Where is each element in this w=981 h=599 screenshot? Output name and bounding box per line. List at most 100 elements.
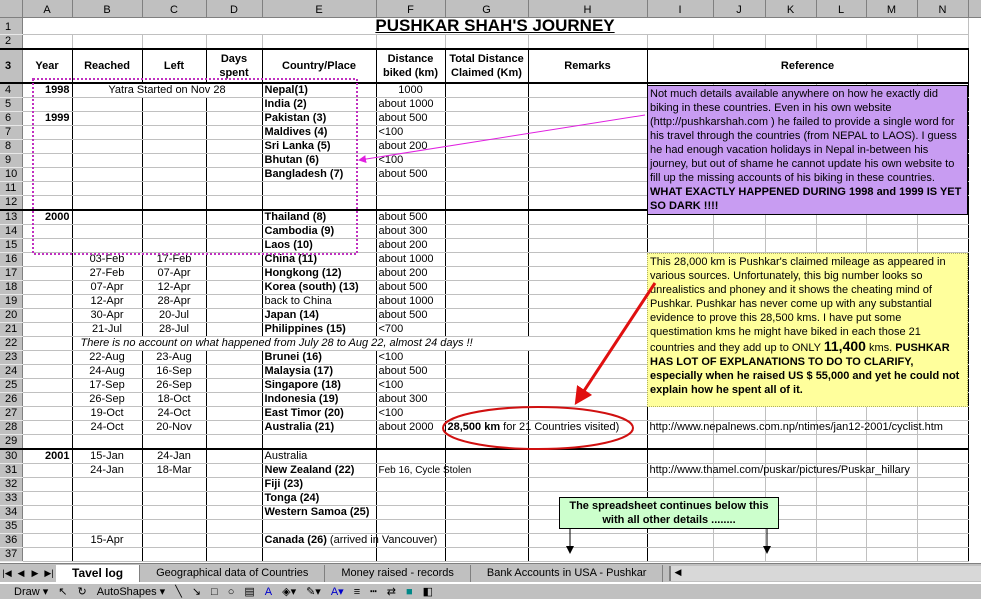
country-cell[interactable]: Australia (21) [262,420,377,435]
total-claimed-cell[interactable] [445,505,529,520]
dash-style-icon[interactable]: ┅ [370,586,377,598]
year-cell[interactable] [22,547,73,562]
row-header-5[interactable]: 5 [0,97,23,112]
cell[interactable] [713,238,766,253]
reference-cell[interactable] [647,533,714,548]
country-cell[interactable]: New Zealand (22) [262,463,377,478]
cell[interactable] [647,34,714,50]
year-cell[interactable] [22,533,73,548]
year-cell[interactable] [22,252,73,267]
reference-cell[interactable] [647,449,714,464]
total-claimed-cell[interactable] [445,252,529,267]
3d-icon[interactable]: ◧ [422,586,434,598]
remarks-cell[interactable] [528,125,648,140]
cell[interactable] [917,491,969,506]
row-header-4[interactable]: 4 [0,83,23,98]
reached-cell[interactable] [72,153,143,168]
left-cell[interactable]: 28-Jul [142,322,207,337]
country-cell[interactable]: Thailand (8) [262,210,377,225]
year-cell[interactable] [22,463,73,478]
days-cell[interactable] [206,392,263,407]
total-claimed-cell[interactable] [445,83,529,98]
row-header-20[interactable]: 20 [0,308,23,323]
country-cell[interactable]: Laos (10) [262,238,377,253]
row-header-10[interactable]: 10 [0,167,23,182]
year-cell[interactable] [22,420,73,435]
last-sheet-button[interactable]: ▶| [44,567,54,578]
country-cell[interactable]: Sri Lanka (5) [262,139,377,154]
horizontal-scrollbar[interactable]: ◀ [669,565,981,581]
days-cell[interactable] [206,322,263,337]
cell[interactable] [713,533,766,548]
total-claimed-cell[interactable] [445,477,529,492]
days-cell[interactable] [206,294,263,309]
cell[interactable] [713,547,766,562]
row-header-26[interactable]: 26 [0,392,23,407]
cell[interactable] [765,238,817,253]
cell[interactable] [917,477,969,492]
rectangle-icon[interactable]: □ [211,585,218,598]
distance-cell[interactable] [376,449,446,464]
column-header-m[interactable]: M [866,0,918,18]
remarks-cell[interactable] [528,308,648,323]
days-cell[interactable] [206,420,263,435]
cell[interactable] [816,406,867,421]
year-cell[interactable]: 2000 [22,210,73,225]
row-header-21[interactable]: 21 [0,322,23,337]
reached-cell[interactable] [72,167,143,182]
country-cell[interactable]: East Timor (20) [262,406,377,421]
left-cell[interactable] [142,505,207,520]
country-cell[interactable]: Canada (26) (arrived in Vancouver) [262,533,437,548]
total-claimed-cell[interactable] [445,434,529,450]
total-claimed-cell[interactable] [445,181,529,196]
cell[interactable] [816,505,867,520]
distance-cell[interactable] [376,491,446,506]
year-cell[interactable] [22,139,73,154]
cell[interactable] [713,420,766,435]
days-cell[interactable] [206,266,263,281]
total-claimed-cell[interactable] [445,533,529,548]
cell[interactable] [445,34,529,50]
line-color-icon[interactable]: ✎▾ [306,586,321,598]
remarks-cell[interactable] [528,224,648,239]
cell[interactable] [866,463,918,478]
cell[interactable] [765,463,817,478]
reached-cell[interactable] [72,505,143,520]
country-cell[interactable] [262,547,377,562]
country-cell[interactable]: Singapore (18) [262,378,377,393]
cell[interactable] [866,34,918,50]
remarks-cell[interactable] [528,210,648,225]
distance-cell[interactable] [376,434,446,450]
distance-cell[interactable]: about 300 [376,392,446,407]
column-header-g[interactable]: G [445,0,529,18]
remarks-cell[interactable] [528,463,648,478]
distance-cell[interactable] [376,505,446,520]
left-cell[interactable] [142,97,207,112]
reached-cell[interactable] [72,111,143,126]
total-claimed-cell[interactable] [445,224,529,239]
left-cell[interactable] [142,167,207,182]
days-cell[interactable] [206,533,263,548]
left-cell[interactable] [142,491,207,506]
remarks-cell[interactable] [528,350,648,365]
cell[interactable] [917,34,969,50]
left-cell[interactable] [142,195,207,211]
cell[interactable] [866,420,918,435]
country-cell[interactable] [262,195,377,211]
cell[interactable] [765,420,817,435]
cell[interactable] [262,34,377,50]
row-header-15[interactable]: 15 [0,238,23,253]
country-cell[interactable] [262,181,377,196]
left-cell[interactable] [142,238,207,253]
remarks-cell[interactable] [528,280,648,295]
left-cell[interactable] [142,477,207,492]
distance-cell[interactable]: <700 [376,322,446,337]
distance-cell[interactable]: <100 [376,350,446,365]
country-cell[interactable]: Indonesia (19) [262,392,377,407]
year-cell[interactable] [22,294,73,309]
reached-cell[interactable] [72,97,143,112]
reached-cell[interactable] [72,491,143,506]
year-cell[interactable] [22,434,73,450]
country-cell[interactable]: Japan (14) [262,308,377,323]
cell[interactable] [917,434,969,450]
